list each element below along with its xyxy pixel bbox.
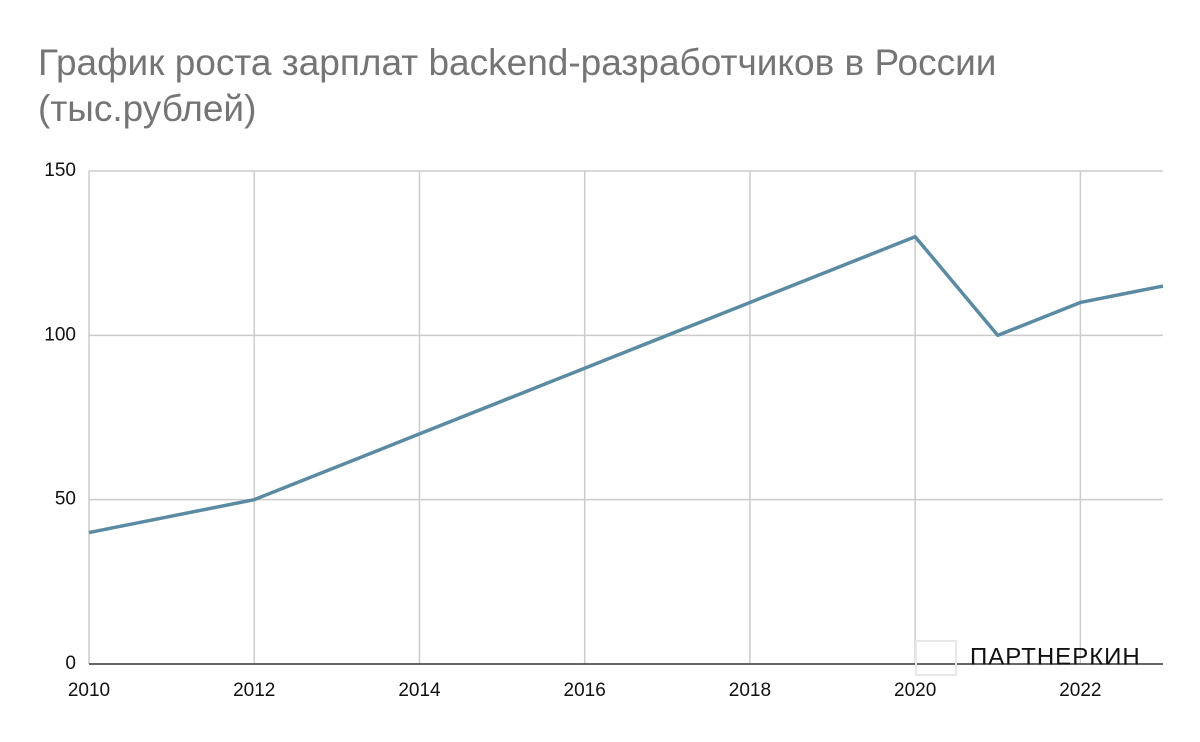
x-tick-label: 2016	[564, 680, 606, 701]
x-tick-label: 2018	[729, 680, 771, 701]
y-tick-label: 150	[44, 160, 76, 181]
x-tick-label: 2010	[68, 680, 110, 701]
watermark-logo	[915, 640, 957, 676]
x-tick-label: 2014	[398, 680, 441, 701]
y-tick-label: 0	[65, 653, 76, 674]
x-tick-label: 2020	[894, 680, 936, 701]
y-tick-label: 100	[44, 324, 76, 345]
y-tick-label: 50	[55, 489, 76, 510]
watermark: ПАРТНЕРКИН	[970, 643, 1141, 670]
line	[88, 234, 1164, 535]
chart-title: График роста зарплат backend-разработчик…	[38, 42, 997, 129]
x-tick-label: 2022	[1059, 680, 1101, 701]
x-tick-label: 2012	[233, 680, 275, 701]
